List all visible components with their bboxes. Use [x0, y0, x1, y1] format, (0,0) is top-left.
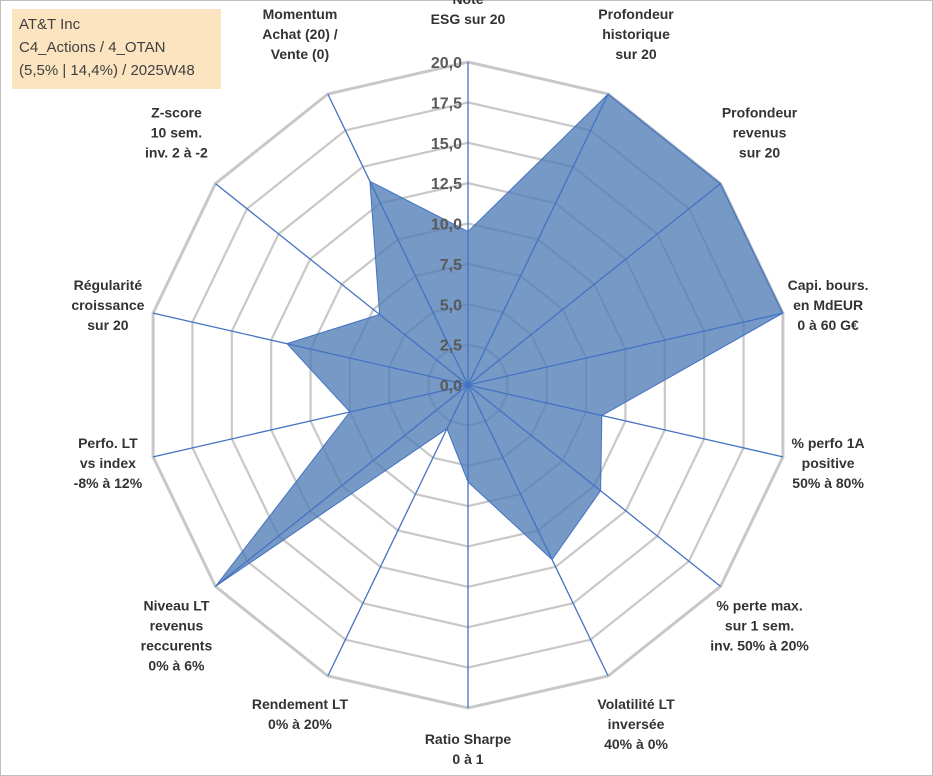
axis-label-line: 50% à 80%: [792, 475, 864, 491]
axis-label-line: positive: [802, 455, 855, 471]
axis-spoke: [467, 183, 721, 386]
axis-label-line: sur 20: [615, 46, 656, 62]
axis-spoke: [467, 384, 609, 677]
axis-label-line: Perfo. LT: [78, 435, 138, 451]
axis-spoke: [215, 183, 469, 386]
axis-label-line: reccurents: [141, 637, 213, 653]
series-area: [215, 93, 784, 587]
axis-label-7: Ratio Sharpe 0 à 1: [425, 731, 512, 767]
tick-label: 15,0: [431, 136, 462, 153]
axis-label-line: revenus: [150, 617, 204, 633]
axis-label-line: sur 20: [87, 317, 128, 333]
tick-label: 7,5: [440, 257, 462, 274]
axis-label-1: Profondeur historique sur 20: [598, 6, 674, 62]
tick-label: 17,5: [431, 95, 462, 112]
tick-label: 10,0: [431, 217, 462, 234]
axis-label-line: 10 sem.: [151, 125, 202, 141]
axis-label-line: vs index: [80, 455, 136, 471]
axis-spoke: [152, 312, 469, 386]
axis-label-0: Note ESG sur 20: [431, 0, 506, 27]
axis-spoke: [215, 384, 469, 587]
tick-label: 0,0: [440, 378, 462, 395]
axis-label-line: % perfo 1A: [792, 435, 865, 451]
axis-label-line: Profondeur: [598, 6, 674, 22]
axis-label-line: croissance: [71, 297, 144, 313]
tick-label: 20,0: [431, 55, 462, 72]
axis-label-line: 0% à 6%: [148, 657, 205, 673]
info-stats: (5,5% | 14,4%) / 2025W48: [19, 62, 195, 79]
radar-axis-labels: Note ESG sur 20 Profondeur historique sur 20…: [71, 0, 868, 767]
axis-spoke: [467, 93, 609, 386]
axis-spoke: [467, 384, 721, 587]
axis-label-line: inv. 2 à -2: [145, 145, 208, 161]
axis-label-line: % perte max.: [716, 597, 802, 613]
axis-label-3: Capi. bours. en MdEUR 0 à 60 G€: [788, 277, 869, 333]
tick-label: 2,5: [440, 338, 462, 355]
axis-label-8: Rendement LT 0% à 20%: [252, 696, 349, 732]
axis-label-line: Note: [452, 0, 483, 7]
axis-label-line: -8% à 12%: [74, 475, 143, 491]
axis-label-11: Régularité croissance sur 20: [71, 277, 144, 333]
axis-spoke: [327, 93, 469, 386]
axis-label-12: Z-score 10 sem. inv. 2 à -2: [145, 105, 208, 161]
axis-spoke: [467, 384, 784, 458]
axis-label-line: 0 à 1: [452, 751, 483, 767]
axis-label-line: Z-score: [151, 105, 202, 121]
info-portfolio: C4_Actions / 4_OTAN: [19, 39, 166, 56]
axis-label-line: Momentum: [263, 6, 338, 22]
info-box: AT&T Inc C4_Actions / 4_OTAN (5,5% | 14,…: [12, 9, 221, 89]
info-company: AT&T Inc: [19, 16, 81, 33]
axis-label-line: sur 20: [739, 145, 780, 161]
radar-spokes: [152, 62, 784, 708]
tick-label: 5,0: [440, 297, 462, 314]
axis-label-line: Volatilité LT: [597, 696, 675, 712]
axis-label-line: inversée: [608, 716, 665, 732]
axis-label-4: % perfo 1A positive 50% à 80%: [792, 435, 865, 491]
axis-label-line: 0% à 20%: [268, 716, 332, 732]
axis-label-13: Momentum Achat (20) / Vente (0): [262, 6, 338, 62]
axis-label-line: Régularité: [74, 277, 143, 293]
axis-spoke: [467, 312, 784, 386]
axis-label-10: Perfo. LT vs index -8% à 12%: [74, 435, 143, 491]
axis-label-line: Profondeur: [722, 105, 798, 121]
axis-label-line: Rendement LT: [252, 696, 349, 712]
axis-spoke: [327, 384, 469, 677]
axis-label-line: historique: [602, 26, 670, 42]
radar-tick-labels: 0,0 2,5 5,0 7,5 10,0 12,5 15,0 17,5 20,0: [431, 55, 462, 395]
axis-label-line: revenus: [733, 125, 787, 141]
axis-label-line: ESG sur 20: [431, 11, 506, 27]
axis-label-line: 0 à 60 G€: [797, 317, 859, 333]
axis-label-2: Profondeur revenus sur 20: [722, 105, 798, 161]
axis-label-line: 40% à 0%: [604, 736, 668, 752]
tick-label: 12,5: [431, 176, 462, 193]
axis-label-9: Niveau LT revenus reccurents 0% à 6%: [141, 597, 213, 673]
axis-label-line: inv. 50% à 20%: [710, 637, 809, 653]
axis-label-line: sur 1 sem.: [725, 617, 794, 633]
axis-label-line: Vente (0): [271, 46, 329, 62]
axis-label-line: Capi. bours.: [788, 277, 869, 293]
axis-label-line: en MdEUR: [793, 297, 863, 313]
axis-label-6: Volatilité LT inversée 40% à 0%: [597, 696, 675, 752]
axis-spoke: [152, 384, 469, 458]
axis-label-line: Ratio Sharpe: [425, 731, 512, 747]
axis-label-line: Achat (20) /: [262, 26, 338, 42]
axis-label-line: Niveau LT: [144, 597, 210, 613]
axis-label-5: % perte max. sur 1 sem. inv. 50% à 20%: [710, 597, 809, 653]
